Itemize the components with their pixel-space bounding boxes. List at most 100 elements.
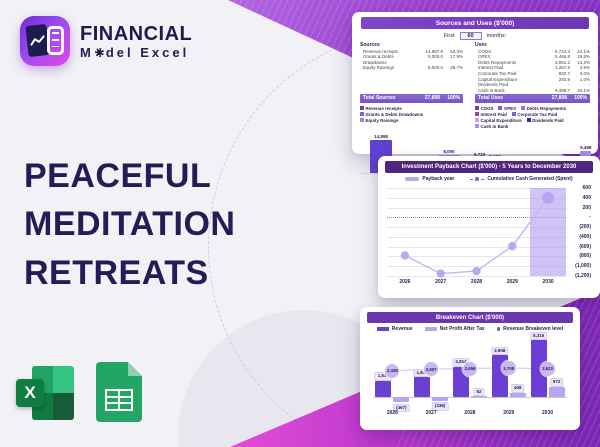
bar-value-label: 3,908: [491, 346, 509, 356]
period-row: First 60 months:: [360, 29, 590, 42]
row-pct: 3.0%: [579, 71, 590, 76]
sources-uses-legends: Revenue receipts Grants & Debts Drawdowns…: [360, 106, 590, 129]
bar-value-label: (336): [431, 402, 449, 411]
revenue-bar: [414, 377, 431, 397]
y-axis-label: 600: [582, 185, 591, 191]
row-label: Dividends Paid: [478, 82, 509, 88]
revenue-swatch: [376, 327, 389, 331]
brand-subtitle-suffix: del Excel: [105, 44, 190, 60]
legend-item: OPEX: [498, 106, 516, 111]
npat-swatch: [424, 327, 437, 331]
uses-legend: COGS OPEX Debts Repayments Interest Paid Cor…: [475, 106, 590, 129]
gridline: [387, 266, 566, 268]
payback-line-chart: [400, 191, 555, 278]
sheets-grid-cell: [107, 398, 118, 403]
total-pct: 100%: [574, 95, 587, 101]
y-axis-label: (1,000): [575, 263, 591, 270]
excel-quadrant: [53, 393, 74, 420]
bar-value-label: 408: [511, 384, 525, 393]
gridline: [387, 276, 566, 277]
y-axis-label: 200: [582, 204, 591, 211]
row-pct: 24.1%: [577, 48, 590, 54]
x-axis-label: 2030: [542, 279, 554, 285]
breakeven-card: Breakeven Chart ($'000) Revenue Net Prof…: [360, 307, 580, 430]
legend-label: Interest Paid: [480, 111, 507, 117]
sources-uses-title: Sources and Uses ($'000): [361, 17, 589, 29]
row-value: 292.9: [558, 76, 570, 82]
sheets-grid-cell: [120, 404, 131, 409]
breakeven-marker: 2,705: [501, 361, 516, 376]
gear-icon: [95, 47, 105, 57]
legend-swatch: [498, 106, 503, 110]
breakeven-marker: 2,656: [463, 361, 477, 376]
row-label: Corporate Tax Paid: [478, 71, 517, 76]
legend-label: Net Profit After Tax: [439, 326, 485, 332]
legend-label: Corporate Tax Paid: [517, 111, 558, 117]
payback-xaxis: 2026 2027 2028 2029 2030: [387, 279, 566, 285]
sheets-grid-cell: [120, 391, 131, 396]
legend-label: Dividends Paid: [532, 117, 564, 123]
npat-bar: [432, 397, 449, 401]
bar-value-label: 14,898: [374, 133, 388, 139]
row-pct: 34.1%: [577, 87, 590, 93]
table-row: Corporate Tax Paid 832.7 3.0%: [475, 71, 590, 77]
row-value: 5,000.0: [427, 54, 443, 60]
row-value: 14,897.6: [425, 48, 443, 54]
row-label: OPEX: [478, 54, 491, 60]
period-value-cell: 60: [459, 31, 482, 40]
npat-bar: [471, 396, 487, 397]
row-label: Grants & Debts Drawdowns: [363, 54, 394, 65]
row-label: Capital Expenditure: [478, 76, 518, 82]
row-value: 6,723.3: [554, 48, 570, 54]
period-suffix: months:: [486, 32, 507, 39]
row-value: 1,267.8: [554, 65, 570, 71]
x-axis-label: 2029: [506, 279, 518, 285]
y-axis-label: (200): [579, 224, 591, 231]
uses-rows: COGS 6,723.3 24.1% OPEX 5,466.8 19.6% Debts Re…: [475, 49, 590, 94]
row-pct: 19.6%: [577, 54, 590, 60]
row-value: 8,000.0: [427, 65, 443, 71]
sheets-grid-cell: [107, 391, 118, 396]
legend-swatch: [511, 112, 516, 116]
legend-item: Revenue: [376, 326, 413, 332]
product-title-line-3: RETREATS: [24, 253, 209, 292]
payback-plot: [387, 188, 566, 278]
uses-heading: Uses: [475, 41, 487, 48]
legend-label: Equity Raisings: [365, 117, 399, 123]
payback-band-swatch: [405, 177, 420, 181]
row-pct: 53.3%: [450, 48, 463, 54]
legend-item: Equity Raisings: [360, 118, 398, 123]
npat-bar: [393, 397, 410, 402]
table-row: Equity Raisings 8,000.0 28.7%: [360, 65, 463, 71]
legend-item: COGS: [475, 106, 493, 111]
excel-sheet-quadrants: [32, 366, 74, 420]
gridline: [387, 256, 566, 258]
x-axis-label: 2026: [386, 410, 398, 416]
legend-swatch: [475, 106, 479, 110]
table-row: Debts Repayments 3,951.2 14.2%: [475, 60, 590, 66]
breakeven-marker: 2,438: [385, 363, 400, 378]
row-label: COGS: [478, 48, 492, 54]
sources-uses-tables: Sources Revenue receipts 14,897.6 53.3% Gra…: [360, 42, 590, 103]
legend-item: Net Profit After Tax: [424, 326, 485, 332]
legend-item: Debts Repayments: [521, 106, 566, 111]
breakeven-marker: 2,622: [540, 361, 555, 376]
row-label: Debts Repayments: [478, 59, 517, 65]
legend-swatch: [475, 124, 479, 128]
payback-card: Investment Payback Chart ($'000) - 5 Yea…: [378, 156, 600, 298]
row-label: Cash in Bank: [478, 87, 505, 93]
y-axis-label: (400): [579, 233, 591, 240]
row-value: 9,488.7: [554, 87, 570, 93]
total-pct: 100%: [447, 95, 460, 101]
bar-value-label: (467): [393, 403, 410, 413]
bar-value-label: 972: [549, 378, 564, 387]
row-value: 5,466.8: [554, 54, 570, 60]
x-axis-label: 2029: [503, 410, 515, 416]
gridline: [387, 236, 566, 238]
y-axis-label: -: [589, 214, 591, 221]
legend-label: Revenue: [391, 326, 413, 332]
legend-label: OPEX: [503, 105, 517, 111]
total-label: Total Uses: [478, 95, 503, 101]
